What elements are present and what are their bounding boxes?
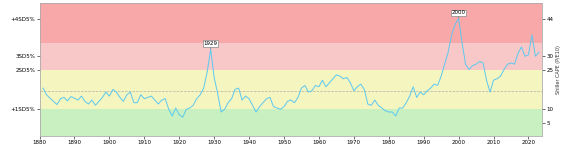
Bar bbox=[40, 109, 542, 136]
Y-axis label: Shiller CAPE (P/E10): Shiller CAPE (P/E10) bbox=[557, 45, 562, 94]
Bar bbox=[40, 3, 542, 43]
Text: 2000: 2000 bbox=[451, 10, 466, 18]
Text: 1929: 1929 bbox=[203, 41, 218, 49]
Bar bbox=[40, 43, 542, 70]
Bar bbox=[40, 70, 542, 109]
